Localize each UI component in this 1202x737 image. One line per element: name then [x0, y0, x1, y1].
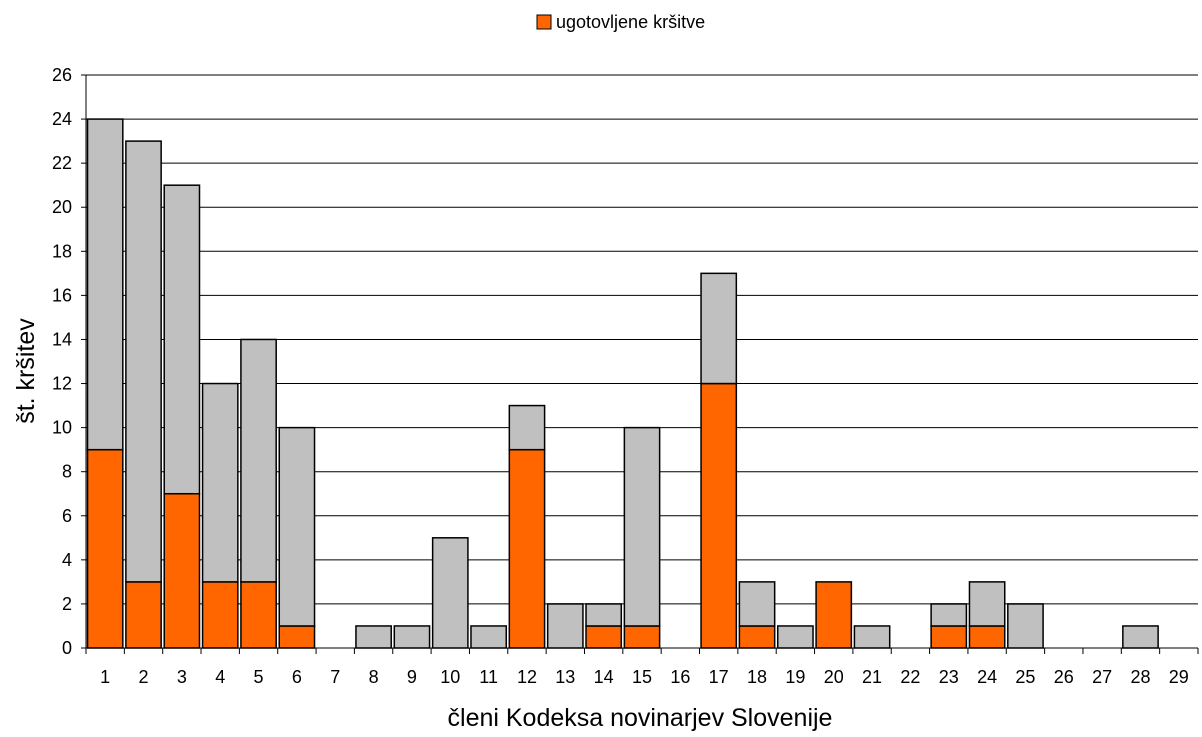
x-tick-label: 3	[177, 667, 187, 687]
x-tick-label: 20	[824, 667, 844, 687]
bar-segment-other	[355, 625, 392, 649]
bar-segment-other	[393, 625, 431, 649]
axes	[85, 75, 1199, 654]
bar-segment-violations	[240, 581, 277, 649]
x-tick-label: 24	[977, 667, 997, 687]
bar-segment-violations	[623, 625, 661, 649]
x-tick-label: 26	[1054, 667, 1074, 687]
y-tick-label: 18	[52, 241, 72, 261]
x-axis-title: členi Kodeksa novinarjev Slovenije	[448, 704, 833, 732]
legend: ugotovljene kršitve	[536, 12, 705, 32]
x-tick-label: 28	[1130, 667, 1150, 687]
y-tick-label: 14	[52, 329, 72, 349]
x-tick-label: 29	[1169, 667, 1189, 687]
x-tick-label: 21	[862, 667, 882, 687]
bars	[86, 118, 1159, 649]
bar-segment-violations	[508, 448, 546, 649]
x-tick-label: 9	[407, 667, 417, 687]
bar-segment-violations	[163, 492, 201, 649]
bar-segment-violations	[930, 625, 968, 649]
y-tick-label: 20	[52, 197, 72, 217]
x-tick-label: 25	[1015, 667, 1035, 687]
y-tick-label: 8	[62, 462, 72, 482]
bar-segment-violations	[738, 625, 776, 649]
x-tick-label: 10	[440, 667, 460, 687]
bar-segment-other	[853, 625, 891, 649]
bar-segment-violations	[585, 625, 623, 649]
y-tick-label: 6	[62, 506, 72, 526]
bar-segment-violations	[968, 625, 1006, 649]
bar-segment-other	[86, 118, 124, 451]
x-tick-label: 7	[330, 667, 340, 687]
x-tick-label: 19	[785, 667, 805, 687]
y-tick-label: 22	[52, 153, 72, 173]
x-tick-label: 11	[479, 667, 498, 687]
bar-segment-violations	[278, 625, 316, 649]
y-tick-label: 24	[52, 109, 72, 129]
bar-segment-other	[623, 426, 661, 627]
bar-segment-other	[240, 338, 277, 583]
x-tick-label: 2	[139, 667, 149, 687]
bar-segment-other	[508, 404, 546, 451]
bar-segment-other	[470, 625, 508, 649]
bar-segment-other	[700, 272, 738, 385]
bar-segment-other	[738, 581, 776, 627]
y-tick-label: 26	[52, 65, 72, 85]
bar-segment-violations	[700, 382, 738, 649]
x-tick-label: 23	[939, 667, 959, 687]
y-tick-label: 0	[62, 638, 72, 658]
y-tick-label: 12	[52, 374, 72, 394]
x-tick-label: 22	[900, 667, 920, 687]
bar-segment-other	[968, 581, 1006, 627]
bar-segment-other	[431, 537, 469, 649]
x-tick-label: 8	[369, 667, 379, 687]
x-tick-label: 17	[709, 667, 729, 687]
x-tick-label: 12	[517, 667, 537, 687]
bar-segment-other	[163, 184, 201, 495]
bar-segment-other	[585, 603, 623, 627]
bar-segment-other	[201, 382, 239, 583]
x-tick-label: 18	[747, 667, 767, 687]
x-tick-label: 27	[1092, 667, 1112, 687]
x-tick-label: 5	[254, 667, 264, 687]
y-tick-label: 2	[62, 594, 72, 614]
bar-segment-violations	[125, 581, 162, 649]
x-tick-label: 1	[100, 667, 110, 687]
y-tick-label: 10	[52, 418, 72, 438]
x-tick-label: 16	[670, 667, 690, 687]
bar-segment-other	[930, 603, 968, 627]
bar-segment-violations	[815, 581, 853, 649]
y-tick-label: 16	[52, 285, 72, 305]
bar-segment-other	[278, 426, 316, 627]
bar-segment-violations	[86, 448, 124, 649]
bar-segment-other	[125, 140, 162, 583]
x-tick-label: 14	[594, 667, 614, 687]
x-tick-labels: 1 2 3 4 5 6 7 8 9 10 11 12 13 14 15 16 17 18 19 20 21 22 23 24 2…	[100, 667, 1189, 687]
bar-segment-other	[776, 625, 814, 649]
x-tick-label: 15	[632, 667, 652, 687]
bar-segment-other	[546, 603, 584, 649]
bar-segment-other	[1122, 625, 1159, 649]
bar-segment-violations	[201, 581, 239, 649]
x-tick-label: 6	[292, 667, 302, 687]
legend-label: ugotovljene kršitve	[556, 12, 705, 32]
bar-segment-other	[1007, 603, 1044, 649]
x-tick-label: 4	[215, 667, 225, 687]
y-tick-label: 4	[62, 550, 72, 570]
x-tick-label: 13	[555, 667, 575, 687]
y-axis-title: št. kršitev	[12, 318, 40, 424]
legend-swatch	[536, 14, 552, 30]
